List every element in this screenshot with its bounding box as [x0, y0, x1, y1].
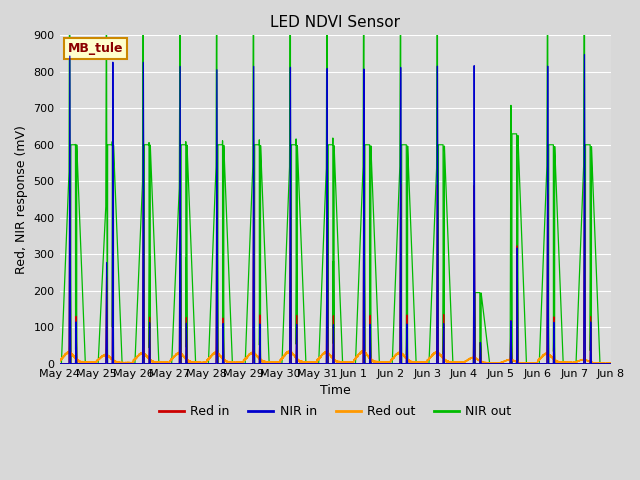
- Legend: Red in, NIR in, Red out, NIR out: Red in, NIR in, Red out, NIR out: [154, 400, 516, 423]
- Y-axis label: Red, NIR response (mV): Red, NIR response (mV): [15, 125, 28, 274]
- X-axis label: Time: Time: [320, 384, 351, 397]
- Text: MB_tule: MB_tule: [68, 42, 124, 55]
- Title: LED NDVI Sensor: LED NDVI Sensor: [270, 15, 400, 30]
